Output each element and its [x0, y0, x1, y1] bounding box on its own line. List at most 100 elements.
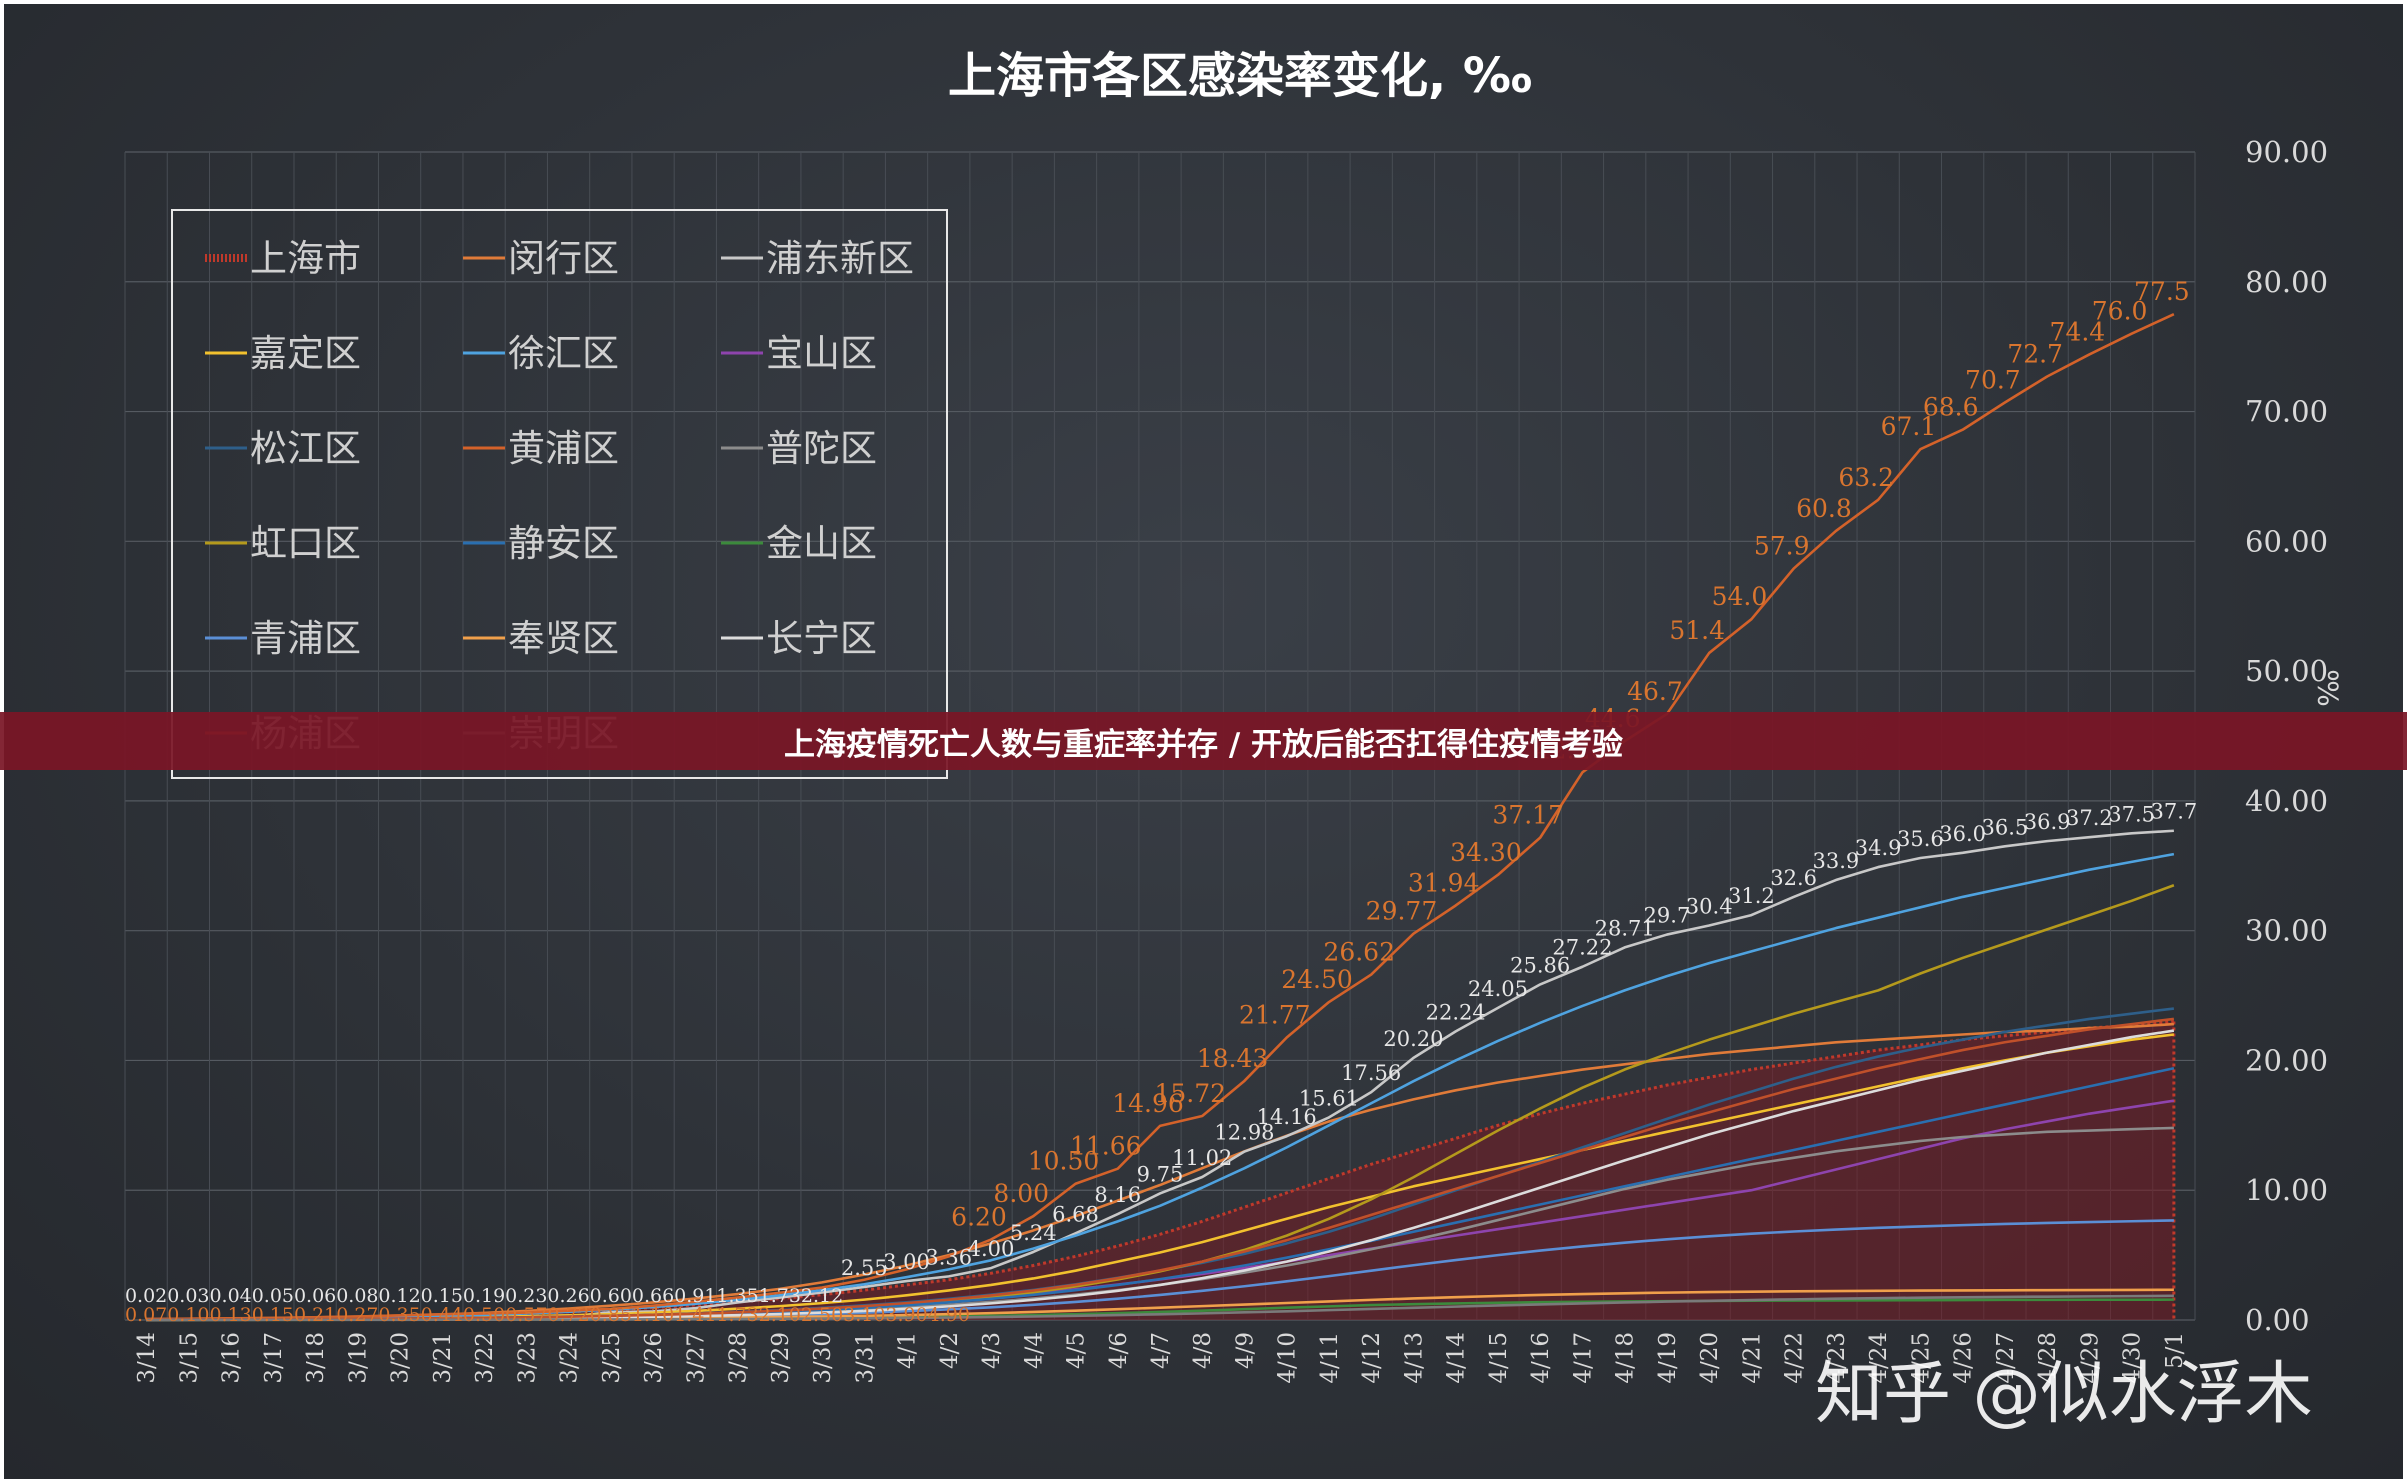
data-label-pudong: 4.00	[968, 1237, 1015, 1261]
data-label-huangpu: 21.77	[1239, 1000, 1311, 1029]
data-label-pudong: 33.9	[1813, 849, 1860, 873]
legend-label: 徐汇区	[508, 332, 619, 375]
data-label-pudong: 0.15	[421, 1285, 463, 1307]
data-label-pudong: 24.05	[1468, 977, 1528, 1001]
x-tick-label: 4/11	[1317, 1332, 1343, 1384]
x-tick-label: 4/19	[1655, 1332, 1681, 1384]
legend-label: 浦东新区	[766, 237, 914, 280]
data-label-huangpu: 0.15	[252, 1304, 294, 1326]
x-tick-label: 3/17	[261, 1332, 287, 1384]
x-tick-label: 3/29	[768, 1332, 794, 1384]
x-tick-label: 3/27	[683, 1332, 709, 1384]
data-label-huangpu: 0.85	[590, 1304, 632, 1326]
data-label-pudong: 36.9	[2024, 810, 2071, 834]
data-label-pudong: 0.04	[209, 1285, 251, 1307]
x-tick-label: 4/29	[2077, 1332, 2103, 1384]
x-tick-label: 4/9	[1232, 1332, 1258, 1369]
x-tick-label: 4/18	[1613, 1332, 1639, 1384]
x-tick-label: 3/31	[852, 1332, 878, 1384]
zhihu-watermark: 知乎 @似水浮木	[1815, 1355, 2313, 1434]
x-tick-label: 4/13	[1401, 1332, 1427, 1384]
data-label-pudong: 8.16	[1094, 1183, 1141, 1207]
series-line-7	[146, 313, 2175, 1321]
legend-box	[171, 209, 948, 779]
legend-label: 黄浦区	[508, 427, 619, 470]
data-label-pudong: 32.6	[1770, 866, 1817, 890]
y-axis-title: ‰	[2312, 669, 2345, 707]
y-tick-label: 70.00	[2245, 395, 2328, 429]
data-label-pudong: 0.05	[252, 1285, 294, 1307]
data-label-huangpu: 0.57	[505, 1304, 547, 1326]
chart-title: 上海市各区感染率变化, ‰	[948, 48, 1532, 104]
x-tick-label: 4/21	[1739, 1332, 1765, 1384]
data-label-huangpu: 77.5	[2134, 277, 2190, 306]
grid-lines	[124, 151, 2196, 1321]
legend-label: 虹口区	[250, 522, 361, 565]
y-tick-label: 60.00	[2245, 524, 2328, 558]
data-label-huangpu: 34.30	[1450, 838, 1522, 867]
x-tick-label: 4/15	[1486, 1332, 1512, 1384]
data-label-pudong: 3.00	[883, 1250, 930, 1274]
data-label-pudong: 9.75	[1137, 1162, 1184, 1186]
x-tick-label: 4/17	[1570, 1332, 1596, 1384]
x-tick-label: 3/30	[810, 1332, 836, 1384]
data-label-pudong: 0.03	[167, 1285, 209, 1307]
data-label-huangpu: 72.7	[2007, 340, 2063, 369]
data-label-huangpu: 14.96	[1112, 1089, 1184, 1118]
data-label-pudong: 12.98	[1214, 1121, 1274, 1145]
data-label-huangpu: 60.8	[1796, 494, 1852, 523]
y-tick-label: 20.00	[2245, 1043, 2328, 1077]
x-tick-label: 4/23	[1824, 1332, 1850, 1384]
legend-label: 宝山区	[766, 332, 877, 375]
y-tick-label: 40.00	[2245, 784, 2328, 818]
data-label-huangpu: 63.2	[1838, 463, 1894, 492]
series-lines	[146, 313, 2175, 1322]
y-tick-label: 30.00	[2245, 914, 2328, 948]
data-label-huangpu: 6.20	[951, 1203, 1007, 1232]
data-label-pudong: 6.68	[1052, 1202, 1099, 1226]
y-tick-label: 0.00	[2245, 1303, 2310, 1337]
y-axis-tick-labels: 0.00 10.00 20.00 30.00 40.00 50.00 60.00 70.00 8…	[2245, 135, 2328, 1337]
x-tick-label: 4/3	[979, 1332, 1005, 1369]
data-label-huangpu: 15.72	[1154, 1079, 1226, 1108]
data-label-pudong: 14.16	[1257, 1105, 1317, 1129]
data-label-huangpu: 8.00	[993, 1179, 1049, 1208]
data-label-pudong: 15.61	[1299, 1086, 1359, 1110]
x-tick-label: 4/27	[1993, 1332, 2019, 1384]
data-label-pudong: 1.73	[759, 1285, 801, 1307]
data-label-pudong: 28.71	[1595, 916, 1655, 940]
legend-label: 金山区	[766, 522, 877, 565]
x-tick-label: 4/1	[895, 1332, 921, 1369]
data-label-pudong: 2.12	[801, 1285, 843, 1307]
legend-label: 青浦区	[250, 617, 361, 660]
x-tick-label: 3/21	[430, 1332, 456, 1384]
data-label-pudong: 37.7	[2150, 800, 2197, 824]
data-label-huangpu: 31.94	[1408, 868, 1480, 897]
data-label-huangpu: 1.73	[716, 1304, 758, 1326]
x-tick-label: 4/10	[1275, 1332, 1301, 1384]
x-tick-label: 3/22	[472, 1332, 498, 1384]
x-tick-label: 3/26	[641, 1332, 667, 1384]
legend-label: 闵行区	[508, 237, 619, 280]
legend-label: 嘉定区	[250, 332, 361, 375]
data-label-huangpu: 24.50	[1281, 965, 1353, 994]
data-label-pudong: 0.06	[294, 1285, 336, 1307]
data-label-pudong: 29.7	[1644, 904, 1691, 928]
data-label-huangpu: 0.10	[167, 1304, 209, 1326]
data-label-pudong: 17.56	[1341, 1061, 1401, 1085]
data-label-pudong: 30.4	[1686, 894, 1733, 918]
x-tick-label: 4/6	[1106, 1332, 1132, 1369]
data-label-huangpu: 76.0	[2092, 297, 2148, 326]
data-label-pudong: 22.24	[1426, 1000, 1486, 1024]
series-line-15	[146, 1017, 2175, 1322]
data-label-pudong: 0.60	[590, 1285, 632, 1307]
data-labels: 0.02 0.03 0.04 0.05 0.06 0.08 0.12 0.15 0.19 0.23…	[125, 277, 2197, 1326]
data-label-pudong: 36.0	[1939, 822, 1986, 846]
data-label-pudong: 34.9	[1855, 836, 1902, 860]
x-tick-label: 4/28	[2035, 1332, 2061, 1384]
x-tick-label: 4/24	[1866, 1332, 1892, 1384]
data-label-huangpu: 1.41	[674, 1304, 716, 1326]
data-label-huangpu: 0.21	[294, 1304, 336, 1326]
data-label-pudong: 0.26	[547, 1285, 589, 1307]
